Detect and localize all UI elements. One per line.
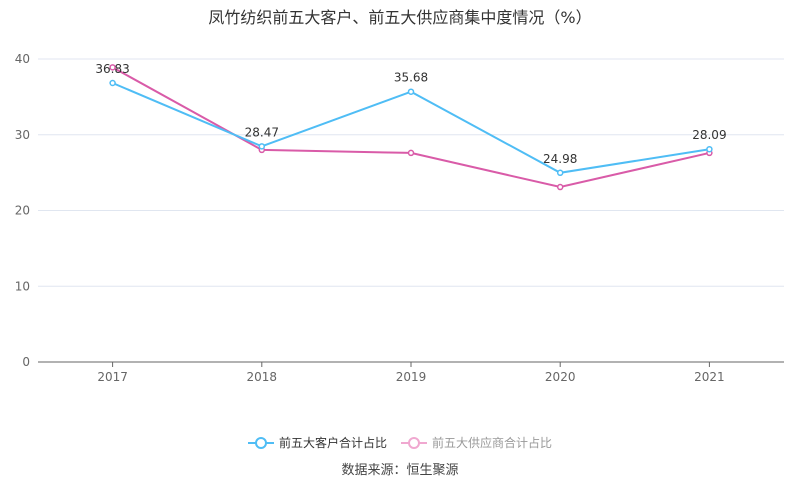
data-label: 28.09 (692, 128, 726, 142)
legend-label: 前五大供应商合计占比 (432, 436, 553, 450)
legend-line-circle-icon (247, 436, 274, 449)
y-tick-label: 20 (15, 204, 30, 218)
data-point (258, 143, 266, 150)
legend-item-customers[interactable]: 前五大客户合计占比 (247, 434, 387, 451)
y-tick-label: 30 (15, 128, 30, 142)
x-tick-label: 2018 (247, 370, 278, 384)
data-point (109, 64, 116, 71)
y-tick-label: 40 (15, 52, 30, 66)
legend: 前五大客户合计占比 前五大供应商合计占比 (0, 434, 800, 451)
x-tick-label: 2019 (396, 370, 427, 384)
source-note: 数据来源：恒生聚源 (341, 463, 459, 478)
x-tick-label: 2017 (97, 370, 128, 384)
data-label: 24.98 (543, 152, 577, 166)
x-tick-label: 2020 (545, 370, 576, 384)
series-line-1 (112, 66, 710, 189)
data-point (109, 79, 116, 87)
data-label: 35.68 (394, 71, 428, 85)
series-line-0 (112, 82, 710, 174)
y-tick-label: 0 (22, 355, 30, 369)
legend-line-circle-icon (401, 436, 427, 449)
data-point (556, 169, 564, 177)
data-label: 36.83 (95, 62, 129, 76)
legend-label: 前五大客户合计占比 (278, 436, 387, 450)
y-tick-label: 10 (15, 279, 30, 293)
data-point (407, 149, 415, 157)
x-tick-label: 2021 (694, 370, 725, 384)
data-point (407, 88, 415, 95)
data-label: 28.47 (245, 125, 279, 139)
data-point (556, 183, 564, 191)
legend-item-suppliers[interactable]: 前五大供应商合计占比 (401, 434, 552, 451)
data-point (706, 145, 713, 153)
chart-title: 凤竹纺织前五大客户、前五大供应商集中度情况（%） (208, 8, 592, 27)
